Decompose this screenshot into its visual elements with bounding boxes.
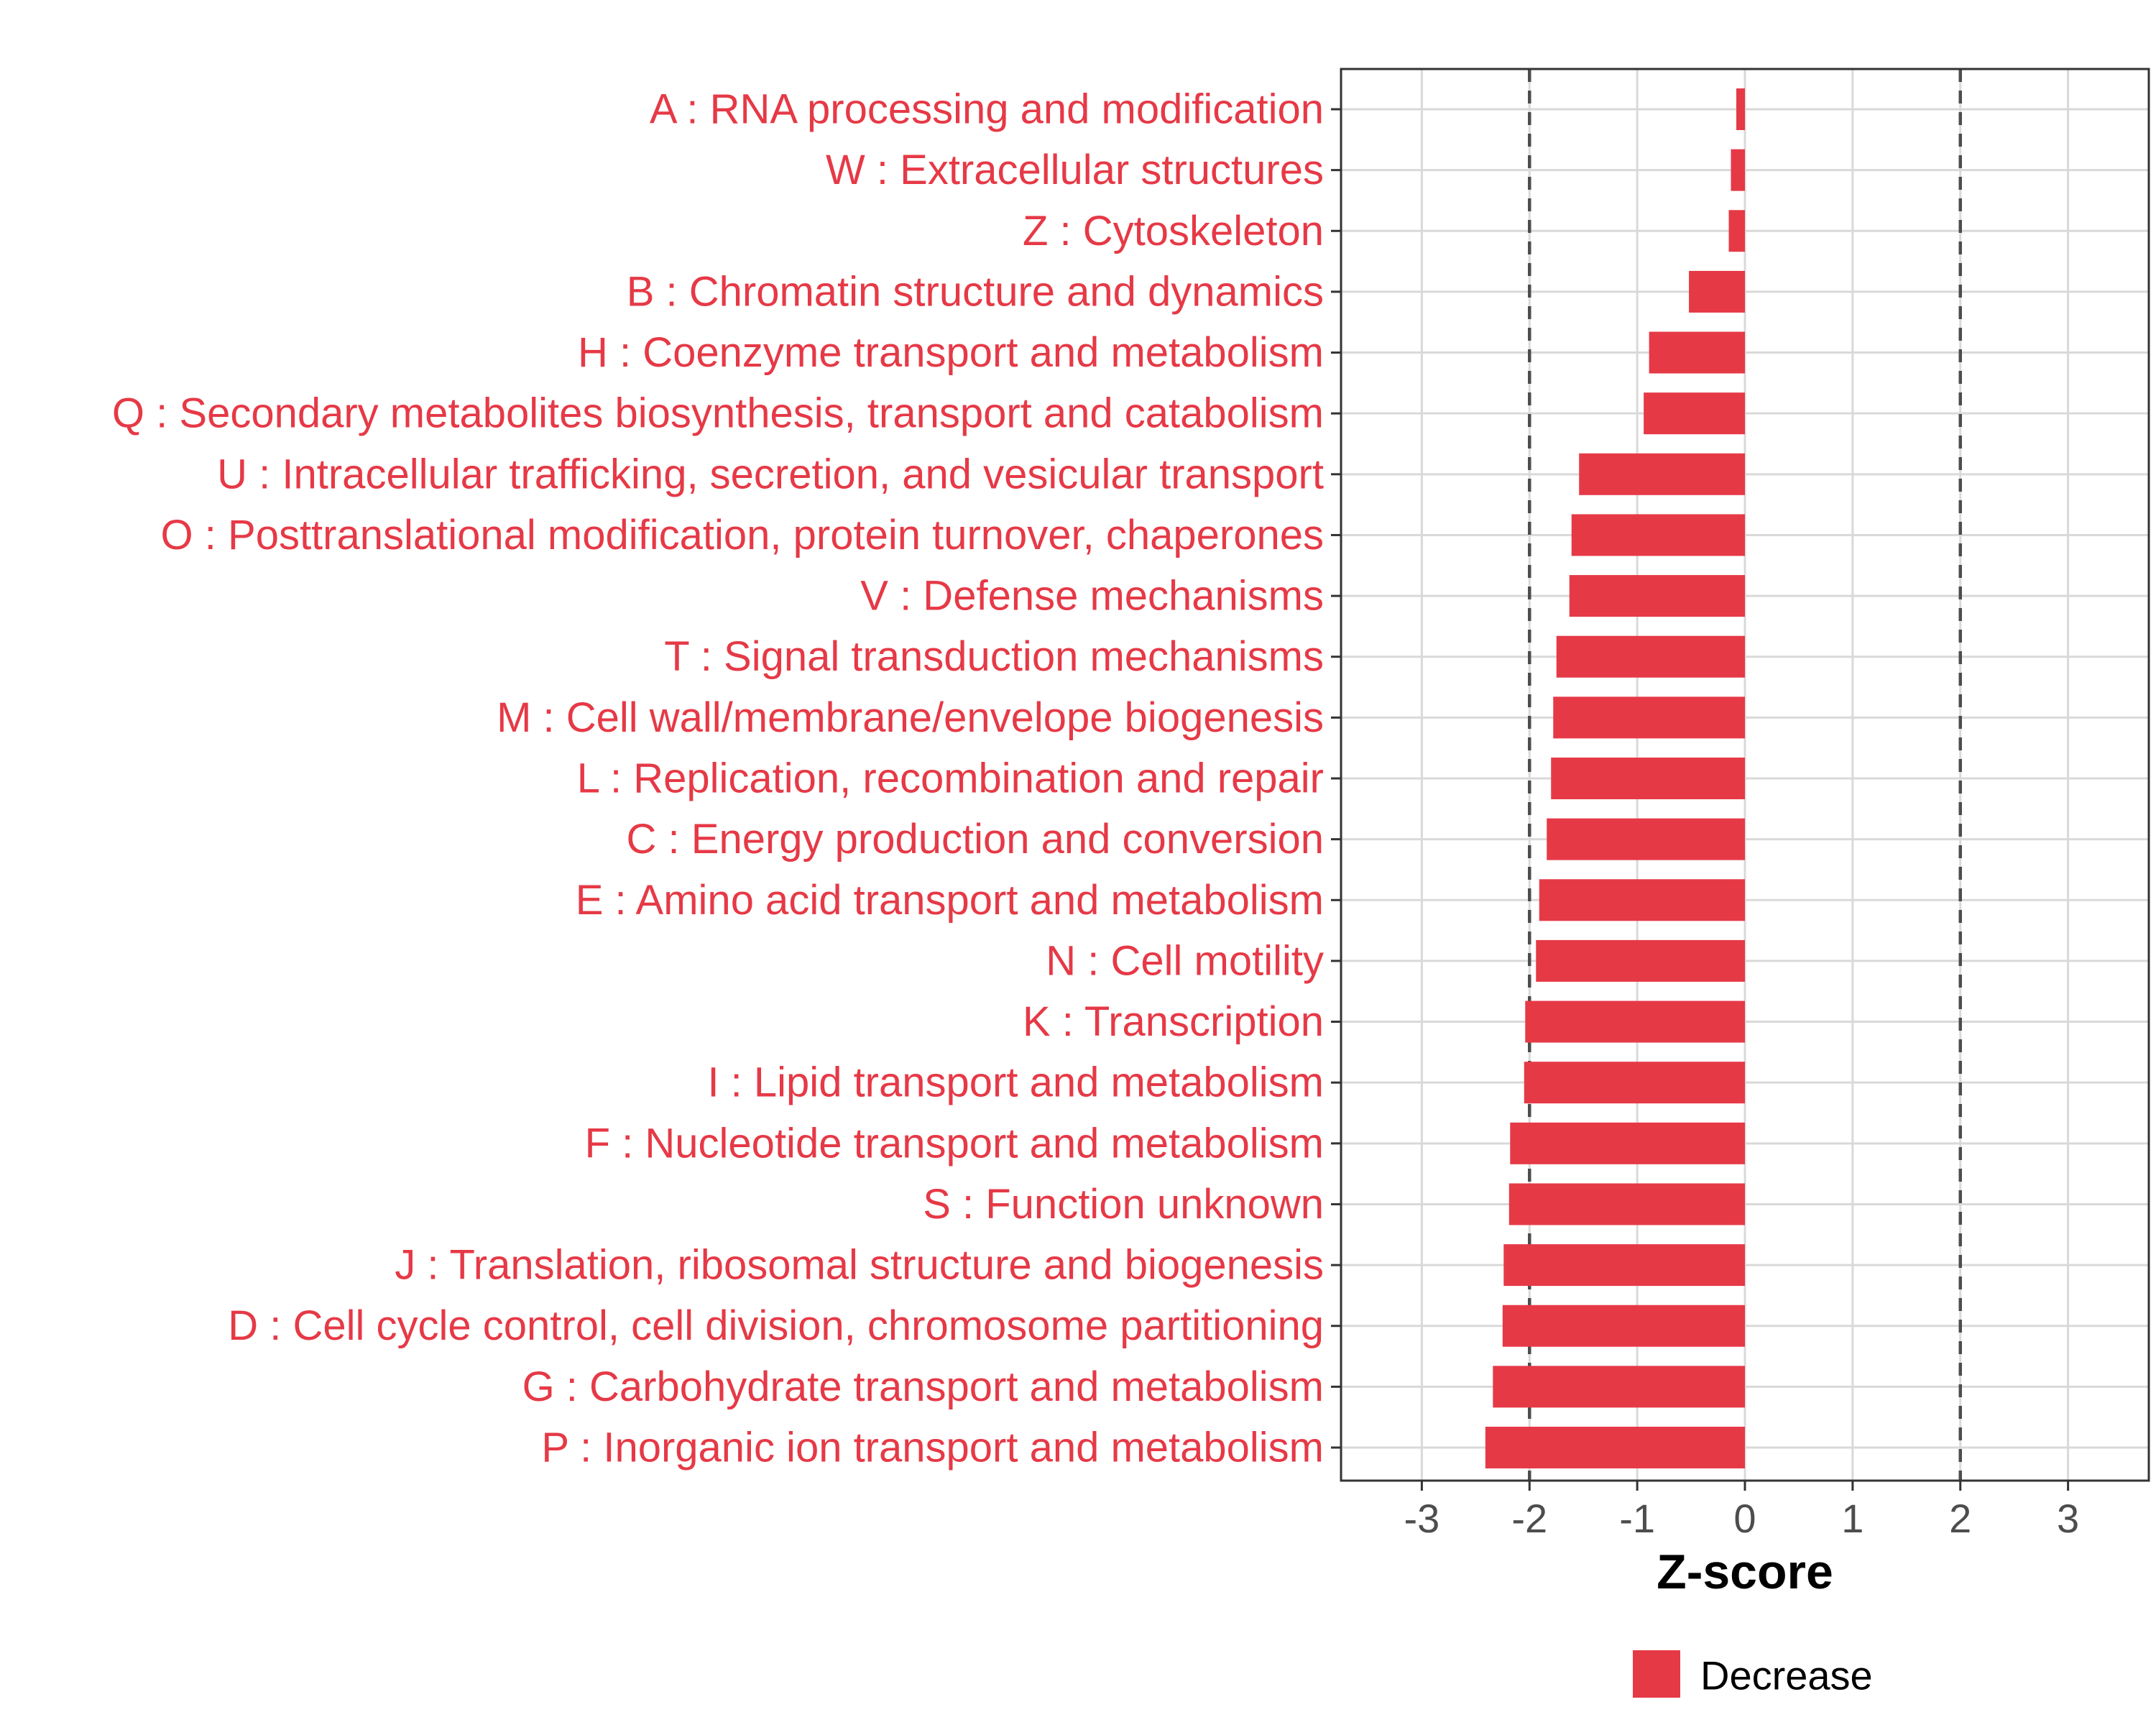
x-tick-label-6: 3 bbox=[2057, 1496, 2079, 1541]
category-label-6: U : Intracellular trafficking, secretion… bbox=[217, 451, 1324, 497]
category-label-9: T : Signal transduction mechanisms bbox=[664, 633, 1324, 680]
category-label-7: O : Posttranslational modification, prot… bbox=[161, 512, 1324, 558]
bar-8 bbox=[1569, 575, 1745, 617]
category-label-13: E : Amino acid transport and metabolism bbox=[576, 877, 1324, 924]
category-label-15: K : Transcription bbox=[1023, 998, 1324, 1045]
bar-17 bbox=[1510, 1122, 1745, 1164]
bar-6 bbox=[1579, 453, 1745, 495]
category-label-11: L : Replication, recombination and repai… bbox=[577, 755, 1324, 802]
bars bbox=[1485, 88, 1745, 1468]
x-tick-label-2: -1 bbox=[1619, 1496, 1655, 1541]
category-label-19: J : Translation, ribosomal structure and… bbox=[395, 1242, 1324, 1289]
category-label-3: B : Chromatin structure and dynamics bbox=[627, 268, 1324, 315]
bar-10 bbox=[1553, 696, 1745, 739]
x-tick-label-5: 2 bbox=[1949, 1496, 1971, 1541]
bar-3 bbox=[1689, 270, 1745, 313]
legend-key-decrease bbox=[1633, 1650, 1680, 1698]
legend-label-decrease: Decrease bbox=[1700, 1653, 1873, 1698]
bar-2 bbox=[1728, 210, 1745, 252]
bar-16 bbox=[1524, 1062, 1745, 1104]
category-label-21: G : Carbohydrate transport and metabolis… bbox=[522, 1363, 1324, 1410]
bar-5 bbox=[1644, 392, 1745, 435]
category-label-14: N : Cell motility bbox=[1046, 937, 1324, 984]
category-label-16: I : Lipid transport and metabolism bbox=[707, 1059, 1324, 1106]
x-tick-label-0: -3 bbox=[1404, 1496, 1440, 1541]
category-label-22: P : Inorganic ion transport and metaboli… bbox=[541, 1425, 1324, 1471]
bar-18 bbox=[1508, 1183, 1745, 1225]
category-label-8: V : Defense mechanisms bbox=[860, 573, 1324, 620]
bar-19 bbox=[1503, 1244, 1745, 1287]
bar-21 bbox=[1493, 1366, 1745, 1408]
bar-15 bbox=[1525, 1000, 1745, 1043]
category-label-2: Z : Cytoskeleton bbox=[1023, 208, 1324, 254]
x-tick-label-4: 1 bbox=[1841, 1496, 1864, 1541]
bar-11 bbox=[1551, 758, 1745, 799]
bar-13 bbox=[1539, 879, 1745, 921]
category-label-20: D : Cell cycle control, cell division, c… bbox=[228, 1302, 1324, 1349]
category-label-18: S : Function unknown bbox=[923, 1181, 1324, 1228]
bar-4 bbox=[1649, 331, 1745, 374]
bar-9 bbox=[1556, 635, 1745, 678]
bar-7 bbox=[1571, 514, 1745, 556]
y-axis-category-labels: A : RNA processing and modification W : E… bbox=[112, 86, 1324, 1471]
bar-20 bbox=[1502, 1305, 1745, 1347]
x-axis-title: Z-score bbox=[1657, 1545, 1833, 1599]
bar-12 bbox=[1547, 818, 1745, 860]
x-axis-ticks: -3 -2 -1 0 1 2 3 bbox=[1404, 1481, 2079, 1541]
bar-0 bbox=[1736, 88, 1745, 130]
legend: Decrease bbox=[1633, 1650, 1873, 1698]
bar-1 bbox=[1731, 149, 1745, 191]
category-label-4: H : Coenzyme transport and metabolism bbox=[578, 329, 1324, 376]
category-label-17: F : Nucleotide transport and metabolism bbox=[585, 1120, 1324, 1167]
category-label-1: W : Extracellular structures bbox=[826, 147, 1324, 193]
category-label-10: M : Cell wall/membrane/envelope biogenes… bbox=[497, 694, 1324, 741]
x-tick-label-3: 0 bbox=[1733, 1496, 1756, 1541]
bar-14 bbox=[1536, 939, 1745, 982]
category-label-0: A : RNA processing and modification bbox=[650, 86, 1324, 133]
category-label-12: C : Energy production and conversion bbox=[627, 816, 1324, 862]
x-tick-label-1: -2 bbox=[1511, 1496, 1547, 1541]
bar-22 bbox=[1485, 1427, 1745, 1468]
y-axis-ticks bbox=[1331, 108, 1341, 1449]
category-label-5: Q : Secondary metabolites biosynthesis, … bbox=[112, 390, 1324, 437]
